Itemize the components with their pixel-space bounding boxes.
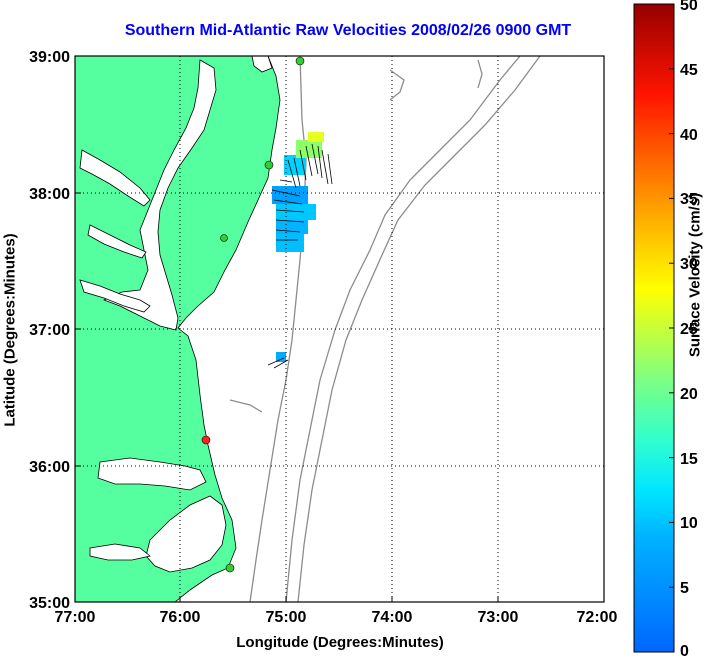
colorbar-tick-label: 20 (680, 386, 698, 403)
radar-stations[interactable] (201, 56, 305, 573)
potomac-river (79, 149, 151, 207)
hatteras-station-marker[interactable] (201, 435, 211, 445)
y-tick-label: 39:00 (29, 49, 70, 66)
colorbar-tick-label: 45 (680, 62, 698, 79)
x-tick-label: 74:00 (372, 609, 413, 626)
colorbar-tick-label: 50 (680, 0, 698, 14)
y-tick-label: 36:00 (29, 459, 70, 476)
map-title: Southern Mid-Atlantic Raw Velocities 200… (124, 22, 572, 39)
x-tick-label: 72:00 (577, 609, 618, 626)
delaware-bay (251, 56, 273, 73)
map-plot-area[interactable] (75, 56, 604, 602)
colorbar-tick-label: 40 (680, 127, 698, 144)
x-tick-label: 77:00 (55, 609, 96, 626)
york-james-rivers (79, 279, 151, 313)
y-tick-label: 38:00 (29, 186, 70, 203)
y-tick-label: 35:00 (29, 595, 70, 612)
pamlico-sound (145, 495, 227, 573)
axis-tick-marks (74, 55, 605, 603)
colorbar-tick-label: 5 (680, 580, 689, 597)
bay-station-marker[interactable] (220, 234, 228, 242)
colorbar-tick-label: 15 (680, 451, 698, 468)
x-tick-label: 75:00 (266, 609, 307, 626)
colorbar-ticks (669, 3, 674, 653)
y-axis-label: Latitude (Degrees:Minutes) (1, 233, 19, 427)
colorbar-tick-label: 10 (680, 515, 698, 532)
south-station-marker[interactable] (225, 563, 235, 573)
rappahannock-river (87, 224, 147, 259)
colorbar-tick-label: 30 (680, 256, 698, 273)
x-tick-label: 76:00 (160, 609, 201, 626)
colorbar-tick-labels: 50 45 40 35 30 25 20 15 10 5 0 (680, 0, 698, 659)
y-tick-labels: 39:00 38:00 37:00 36:00 35:00 (29, 49, 70, 612)
colorbar-label: Surface Velocity (cm/s) (686, 192, 704, 358)
x-axis-label: Longitude (Degrees:Minutes) (236, 634, 444, 651)
chesapeake-bay (102, 59, 217, 331)
x-tick-label: 73:00 (478, 609, 519, 626)
x-tick-labels: 77:00 76:00 75:00 74:00 73:00 72:00 (55, 609, 618, 626)
colorbar (633, 3, 675, 653)
y-tick-label: 37:00 (29, 322, 70, 339)
velocity-vectors (267, 143, 333, 369)
pamlico-river (89, 543, 151, 561)
colorbar-tick-label: 25 (680, 321, 698, 338)
mid-station-marker[interactable] (264, 160, 274, 170)
colorbar-tick-label: 35 (680, 191, 698, 208)
north-station-marker[interactable] (295, 56, 305, 66)
grid-lines (75, 56, 604, 602)
colorbar-tick-label: 0 (680, 643, 689, 659)
